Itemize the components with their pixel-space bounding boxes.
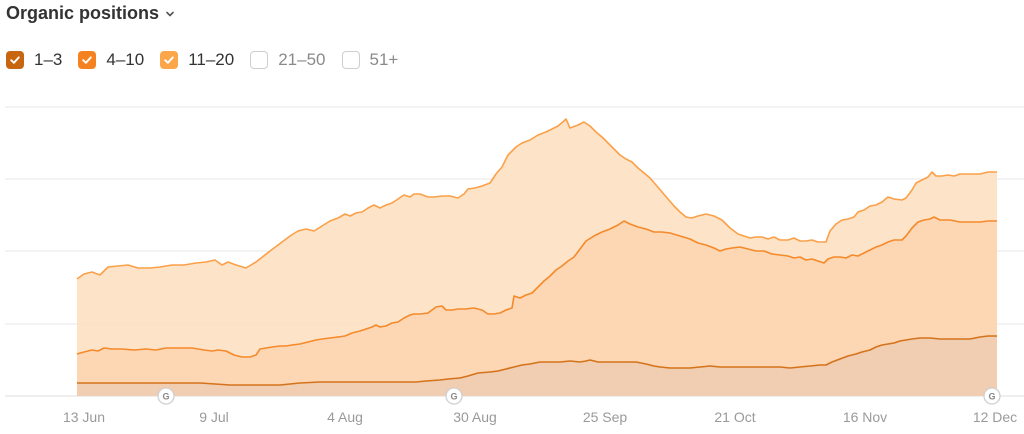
x-tick-label: 30 Aug [453, 409, 497, 425]
series-line [76, 216, 997, 358]
x-tick-label: 4 Aug [327, 409, 363, 425]
x-tick-label: 9 Jul [199, 409, 229, 425]
legend-item-51-plus[interactable]: 51+ [341, 50, 399, 70]
legend-label: 21–50 [278, 50, 326, 69]
page-title: Organic positions [6, 3, 160, 23]
legend-label: 51+ [369, 50, 399, 69]
chevron-down-icon [165, 8, 175, 22]
svg-text:G: G [450, 392, 457, 402]
google-update-icon[interactable]: G [445, 387, 463, 405]
checkbox-51-plus[interactable] [341, 51, 360, 69]
x-tick-label: 13 Jun [63, 409, 105, 425]
series-area-fill [77, 217, 997, 396]
check-icon [82, 56, 93, 64]
legend-label: 11–20 [188, 50, 235, 69]
series-line [77, 335, 997, 386]
x-tick-label: 16 Nov [843, 409, 887, 425]
legend-label: 1–3 [34, 50, 63, 69]
series-4-10 [76, 216, 997, 396]
checkbox-4-10[interactable] [78, 51, 97, 69]
series-1-3 [77, 335, 997, 396]
google-update-icon[interactable]: G [983, 387, 1001, 405]
series-areas [76, 118, 997, 396]
series-area-fill [77, 336, 997, 396]
checkbox-11-20[interactable] [160, 51, 179, 69]
series-line [76, 118, 997, 280]
x-axis-labels: 13 Jun 9 Jul 4 Aug 30 Aug 25 Sep 21 Oct 16 Nov… [63, 409, 1017, 425]
checkbox-21-50[interactable] [250, 51, 269, 69]
organic-positions-title-dropdown[interactable]: Organic positions [6, 3, 175, 24]
legend-item-4-10[interactable]: 4–10 [78, 50, 144, 70]
svg-text:G: G [162, 392, 169, 402]
legend-item-21-50[interactable]: 21–50 [250, 50, 326, 70]
series-legend: 1–3 4–10 11–20 21–50 51+ [6, 50, 414, 70]
check-icon [164, 56, 174, 64]
x-tick-label: 21 Oct [714, 409, 755, 425]
svg-text:G: G [988, 392, 995, 402]
legend-item-1-3[interactable]: 1–3 [6, 50, 62, 70]
x-tick-label: 12 Dec [973, 409, 1017, 425]
checkbox-1-3[interactable] [6, 51, 24, 69]
legend-label: 4–10 [106, 50, 145, 69]
x-tick-label: 25 Sep [583, 409, 628, 425]
check-icon [10, 56, 20, 64]
google-update-icon[interactable]: G [157, 387, 175, 405]
legend-item-11-20[interactable]: 11–20 [160, 50, 234, 70]
